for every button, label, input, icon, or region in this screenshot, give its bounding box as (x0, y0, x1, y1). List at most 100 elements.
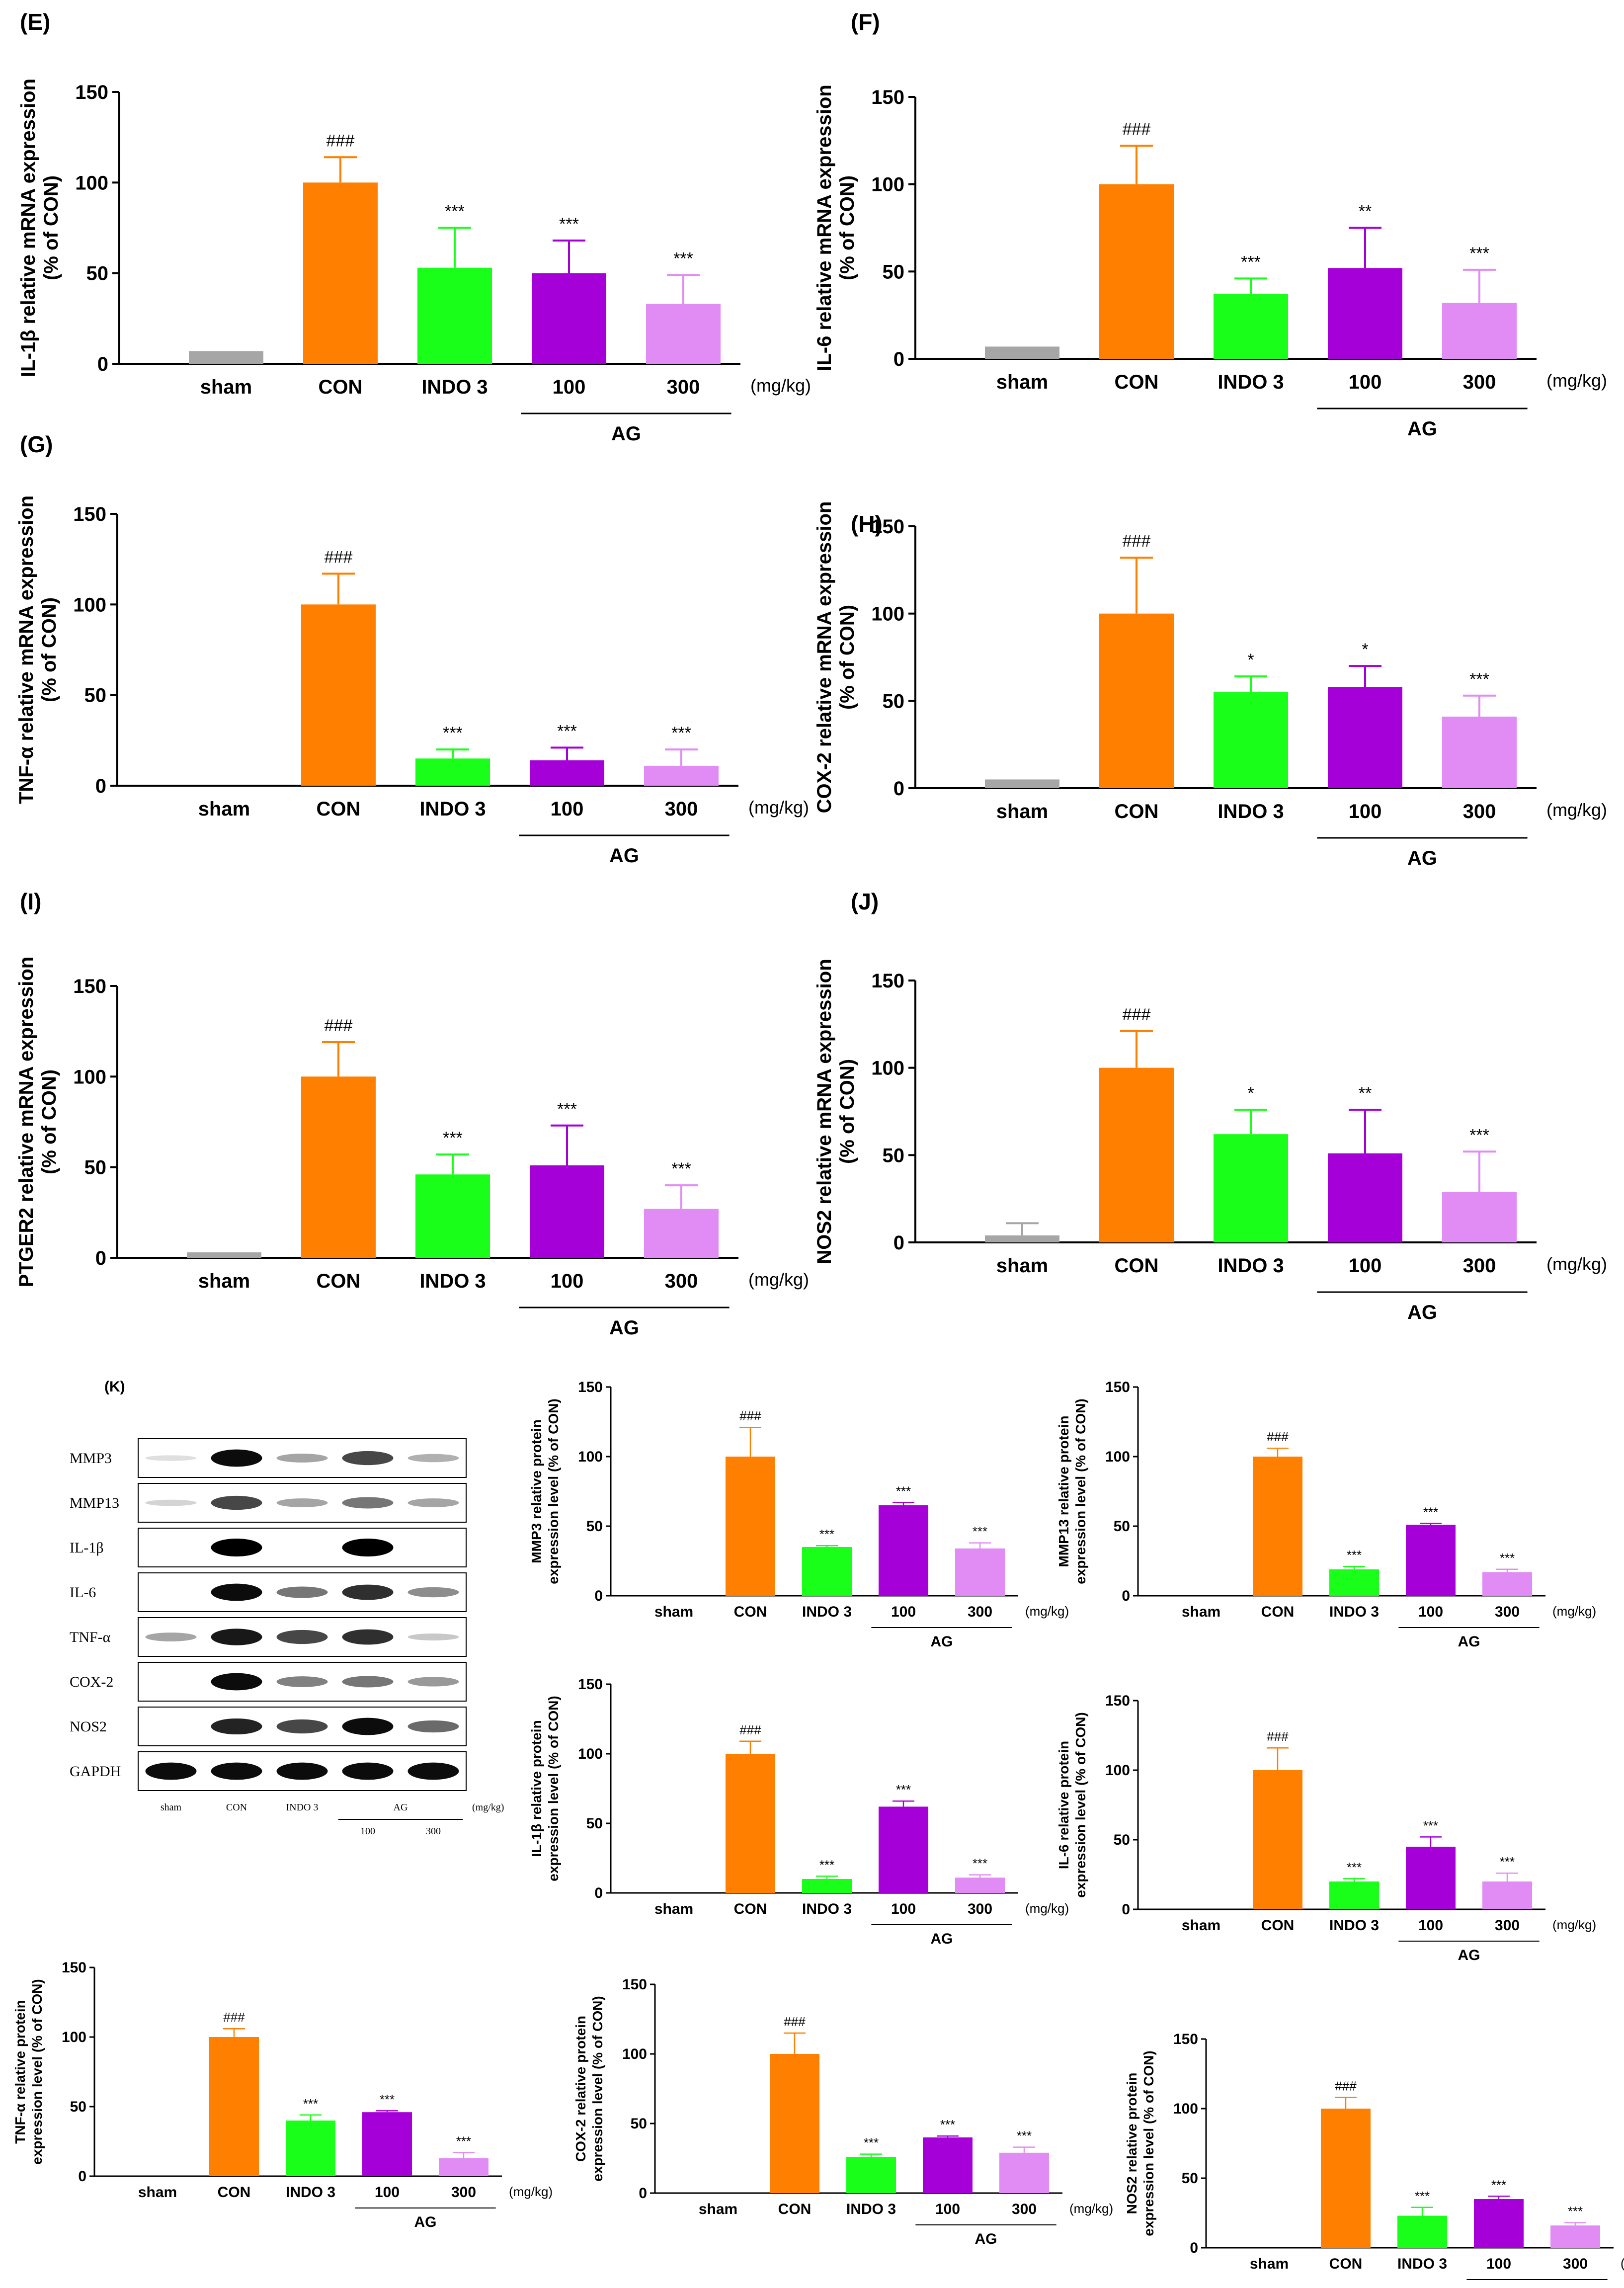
y-tick-label: 150 (622, 1976, 647, 1993)
y-tick-label: 100 (73, 1066, 106, 1088)
bar-con (1099, 613, 1174, 788)
chart-mmp3-protein: 0 50 100 150 MMP3 relative protein expression… (529, 1379, 1069, 1650)
x-tick-label: sham (996, 801, 1049, 822)
x-tick-label: 300 (665, 798, 698, 820)
x-tick-label: INDO 3 (1218, 801, 1284, 822)
blot-band (276, 1762, 328, 1780)
x-tick-label: 100 (1349, 801, 1382, 822)
blot-band (342, 1497, 394, 1509)
y-tick-label: 100 (1173, 2101, 1198, 2117)
y-tick-label: 50 (70, 2099, 86, 2115)
y-axis-title-line: IL-1β relative protein (529, 1720, 544, 1857)
y-axis-title-line: expression level (% of CON) (546, 1696, 561, 1881)
y-axis-title: NOS2 relative protein expression level (%… (1124, 2050, 1156, 2236)
x-tick-label: 100 (375, 2184, 400, 2201)
bar-indo-3 (1214, 294, 1288, 359)
y-tick-label: 0 (95, 775, 106, 797)
blot-band (276, 1630, 328, 1644)
unit-label: (mg/kg) (1552, 1917, 1596, 1932)
y-axis-title-line: TNF-α relative protein (12, 2000, 28, 2143)
x-tick-label: CON (734, 1604, 767, 1620)
bar-con (1321, 2109, 1371, 2248)
x-tick-label: 300 (1463, 371, 1496, 393)
bar-100 (1406, 1847, 1456, 1909)
significance-label: *** (671, 724, 691, 742)
bar-300 (999, 2152, 1049, 2193)
x-tick-label: 300 (968, 1604, 992, 1620)
y-tick-label: 50 (86, 263, 109, 285)
significance-label: *** (443, 724, 463, 742)
x-tick-label: sham (654, 1604, 693, 1620)
blot-band (407, 1454, 459, 1463)
significance-label: *** (559, 215, 579, 234)
y-axis-title-line: MMP3 relative protein (529, 1419, 544, 1563)
x-tick-label: 300 (451, 2184, 476, 2201)
y-tick-label: 150 (1105, 1693, 1130, 1709)
significance-label: *** (671, 1159, 691, 1178)
ag-group-label: AG (611, 423, 641, 445)
x-tick-label: 300 (1563, 2256, 1588, 2272)
y-tick-label: 50 (631, 2116, 647, 2132)
bar-300 (1482, 1881, 1532, 1909)
significance-label: *** (673, 249, 693, 268)
bar-con (1253, 1770, 1302, 1909)
y-axis-title: IL-1β relative protein expression level (… (529, 1696, 561, 1881)
bar-indo-3 (802, 1879, 852, 1893)
bar-indo-3 (1214, 692, 1288, 788)
y-tick-label: 50 (84, 1157, 107, 1179)
blot-band (276, 1586, 328, 1598)
y-tick-label: 0 (594, 1588, 603, 1604)
significance-label: *** (1568, 2204, 1583, 2219)
y-axis-title-line: (% of CON) (38, 1069, 60, 1174)
blot-band (407, 1720, 459, 1733)
y-axis-title-line: expression level (% of CON) (546, 1398, 561, 1584)
panel-label: (I) (20, 889, 41, 914)
significance-label: *** (1423, 1818, 1438, 1833)
blot-unit-label: (mg/kg) (472, 1802, 504, 1813)
y-tick-label: 100 (622, 2046, 647, 2062)
x-tick-label: 300 (667, 376, 700, 398)
bar-300 (955, 1878, 1005, 1893)
x-tick-label: 100 (891, 1604, 916, 1620)
y-axis-title-line: expression level (% of CON) (1073, 1712, 1088, 1897)
y-tick-label: 100 (73, 594, 106, 616)
unit-label: (mg/kg) (509, 2184, 553, 2199)
significance-label: *** (1423, 1504, 1438, 1519)
unit-label: (mg/kg) (750, 375, 811, 396)
x-tick-label: 300 (1495, 1604, 1520, 1620)
y-axis-title-line: (% of CON) (40, 175, 62, 280)
y-axis-title-line: IL-6 relative protein (1056, 1741, 1071, 1869)
bar-indo-3 (417, 267, 492, 364)
y-axis-title: PTGER2 relative mRNA expression (% of CON… (15, 957, 60, 1287)
y-axis-title: MMP3 relative protein expression level (%… (529, 1398, 561, 1584)
x-tick-label: INDO 3 (1329, 1917, 1379, 1934)
y-tick-label: 50 (1182, 2170, 1198, 2187)
y-axis-title: IL-6 relative protein expression level (%… (1056, 1712, 1088, 1897)
blot-band (276, 1719, 328, 1734)
y-tick-label: 150 (62, 1960, 86, 1976)
significance-label: ### (1123, 532, 1151, 551)
significance-label: *** (940, 2117, 955, 2132)
y-tick-label: 150 (1173, 2031, 1198, 2047)
bar-100 (530, 1165, 604, 1258)
bar-sham (189, 351, 263, 364)
y-axis-title-line: TNF-α relative mRNA expression (15, 495, 37, 804)
significance-label: *** (1469, 670, 1489, 689)
panel-label: (J) (851, 889, 879, 914)
panel-label: (G) (20, 431, 53, 457)
y-axis-title: IL-6 relative mRNA expression (% of CON) (813, 84, 858, 371)
x-tick-label: 100 (1349, 1255, 1382, 1277)
bar-con (726, 1754, 775, 1893)
y-tick-label: 0 (1190, 2240, 1198, 2256)
chart-ptger2-mrna: (I) 0 50 100 150 PTGER2 relative mRNA express… (15, 889, 809, 1339)
significance-label: *** (819, 1527, 834, 1542)
significance-label: ### (325, 548, 353, 567)
y-tick-label: 50 (586, 1518, 603, 1535)
bar-con (1099, 1067, 1174, 1242)
x-tick-label: INDO 3 (419, 1270, 486, 1292)
significance-label: *** (896, 1782, 911, 1797)
blot-band (276, 1454, 328, 1463)
y-tick-label: 50 (883, 1144, 905, 1166)
blot-row-label: TNF-α (70, 1629, 111, 1645)
significance-label: *** (973, 1856, 987, 1871)
